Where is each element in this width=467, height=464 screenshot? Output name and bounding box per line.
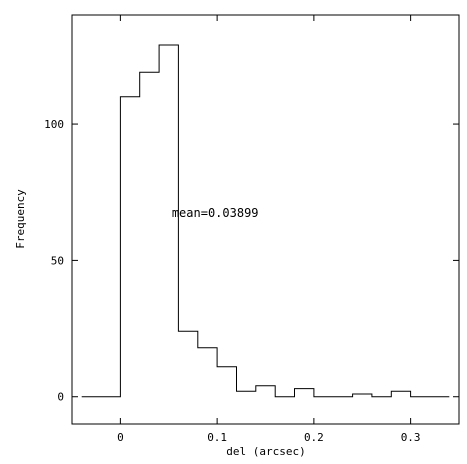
histogram-series-line xyxy=(81,44,450,398)
x-axis-title: del (arcsec) xyxy=(226,445,305,458)
x-tick-label: 0.2 xyxy=(304,431,324,444)
mean-annotation: mean=0.03899 xyxy=(172,206,259,220)
x-axis-ticks: 0 0.1 0.2 0.3 xyxy=(117,15,421,444)
plot-frame xyxy=(71,14,460,425)
y-axis-ticks: 0 50 100 xyxy=(44,118,459,404)
y-tick-label: 0 xyxy=(57,391,64,404)
y-axis-title: Frequency xyxy=(14,189,27,249)
x-tick-label: 0 xyxy=(117,431,124,444)
y-tick-label: 100 xyxy=(44,118,64,131)
x-tick-label: 0.1 xyxy=(207,431,227,444)
y-tick-label: 50 xyxy=(51,254,64,267)
x-tick-label: 0.3 xyxy=(401,431,421,444)
